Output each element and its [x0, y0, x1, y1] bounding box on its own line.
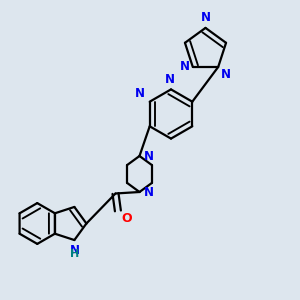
Text: O: O — [122, 212, 132, 225]
Text: N: N — [135, 87, 145, 100]
Text: N: N — [180, 61, 190, 74]
Text: N: N — [200, 11, 211, 24]
Text: N: N — [144, 149, 154, 163]
Text: N: N — [164, 74, 175, 86]
Text: H: H — [70, 249, 80, 259]
Text: N: N — [70, 244, 80, 257]
Text: N: N — [221, 68, 231, 82]
Text: N: N — [144, 185, 154, 199]
